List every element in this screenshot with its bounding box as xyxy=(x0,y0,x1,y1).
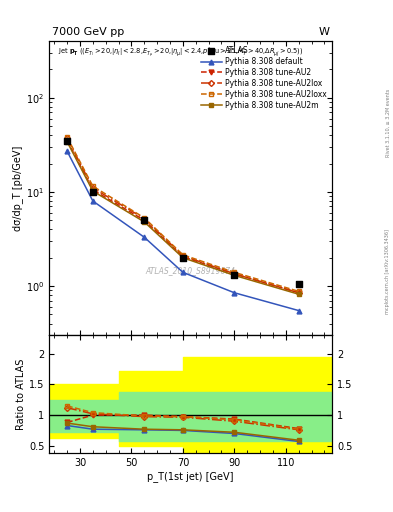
X-axis label: p_T(1st jet) [GeV]: p_T(1st jet) [GeV] xyxy=(147,471,234,482)
Line: Pythia 8.308 tune-AU2lox: Pythia 8.308 tune-AU2lox xyxy=(65,136,301,295)
Text: 7000 GeV pp: 7000 GeV pp xyxy=(52,27,124,36)
Text: W: W xyxy=(318,27,329,36)
ATLAS xyxy=(64,137,70,145)
Line: Pythia 8.308 tune-AU2: Pythia 8.308 tune-AU2 xyxy=(65,138,301,295)
Pythia 8.308 default xyxy=(296,308,301,314)
Pythia 8.308 tune-AU2 xyxy=(180,253,185,260)
Pythia 8.308 tune-AU2m xyxy=(180,254,185,261)
Pythia 8.308 default xyxy=(65,148,70,154)
Pythia 8.308 tune-AU2lox xyxy=(296,290,301,296)
Pythia 8.308 tune-AU2lox xyxy=(142,216,147,222)
Pythia 8.308 tune-AU2lox xyxy=(90,185,95,191)
Pythia 8.308 tune-AU2 xyxy=(65,138,70,144)
Line: Pythia 8.308 tune-AU2loxx: Pythia 8.308 tune-AU2loxx xyxy=(65,135,301,293)
Pythia 8.308 tune-AU2loxx xyxy=(142,215,147,221)
Pythia 8.308 tune-AU2lox xyxy=(180,252,185,259)
Pythia 8.308 tune-AU2loxx xyxy=(65,134,70,140)
Pythia 8.308 tune-AU2m xyxy=(142,219,147,225)
Pythia 8.308 tune-AU2loxx xyxy=(90,183,95,189)
Pythia 8.308 default xyxy=(232,290,237,296)
Text: ATLAS_2010_S8919674: ATLAS_2010_S8919674 xyxy=(145,266,236,275)
Pythia 8.308 default xyxy=(180,269,185,275)
Text: Jet $\mathbf{p_T}$ (($E_{T_l}$$>$20,$|\eta_l|$$<$2.8,$E_{T_\mu}$$>$20,$|\eta_\mu: Jet $\mathbf{p_T}$ (($E_{T_l}$$>$20,$|\e… xyxy=(58,46,303,60)
ATLAS xyxy=(90,188,96,196)
Pythia 8.308 tune-AU2m xyxy=(296,291,301,297)
Line: Pythia 8.308 default: Pythia 8.308 default xyxy=(65,149,301,313)
ATLAS xyxy=(296,280,302,288)
Pythia 8.308 tune-AU2loxx xyxy=(296,288,301,294)
Pythia 8.308 tune-AU2 xyxy=(142,217,147,223)
Pythia 8.308 tune-AU2m xyxy=(90,188,95,194)
Pythia 8.308 tune-AU2lox xyxy=(65,135,70,141)
Text: mcplots.cern.ch [arXiv:1306.3436]: mcplots.cern.ch [arXiv:1306.3436] xyxy=(386,229,390,314)
Pythia 8.308 default xyxy=(142,234,147,240)
Line: Pythia 8.308 tune-AU2m: Pythia 8.308 tune-AU2m xyxy=(65,140,301,296)
Pythia 8.308 tune-AU2m xyxy=(65,139,70,145)
Text: Rivet 3.1.10, ≥ 3.2M events: Rivet 3.1.10, ≥ 3.2M events xyxy=(386,89,390,157)
ATLAS xyxy=(141,216,147,224)
Pythia 8.308 tune-AU2 xyxy=(90,187,95,193)
Pythia 8.308 tune-AU2loxx xyxy=(180,252,185,258)
Pythia 8.308 tune-AU2 xyxy=(232,271,237,277)
Y-axis label: Ratio to ATLAS: Ratio to ATLAS xyxy=(16,358,26,430)
ATLAS xyxy=(231,271,237,280)
Pythia 8.308 tune-AU2m xyxy=(232,272,237,279)
Legend: ATLAS, Pythia 8.308 default, Pythia 8.308 tune-AU2, Pythia 8.308 tune-AU2lox, Py: ATLAS, Pythia 8.308 default, Pythia 8.30… xyxy=(199,45,328,112)
ATLAS xyxy=(180,253,186,262)
Pythia 8.308 tune-AU2lox xyxy=(232,271,237,277)
Pythia 8.308 tune-AU2 xyxy=(296,290,301,296)
Pythia 8.308 tune-AU2loxx xyxy=(232,269,237,275)
Pythia 8.308 default xyxy=(90,198,95,204)
Y-axis label: dσ/dp_T [pb/GeV]: dσ/dp_T [pb/GeV] xyxy=(12,145,23,231)
